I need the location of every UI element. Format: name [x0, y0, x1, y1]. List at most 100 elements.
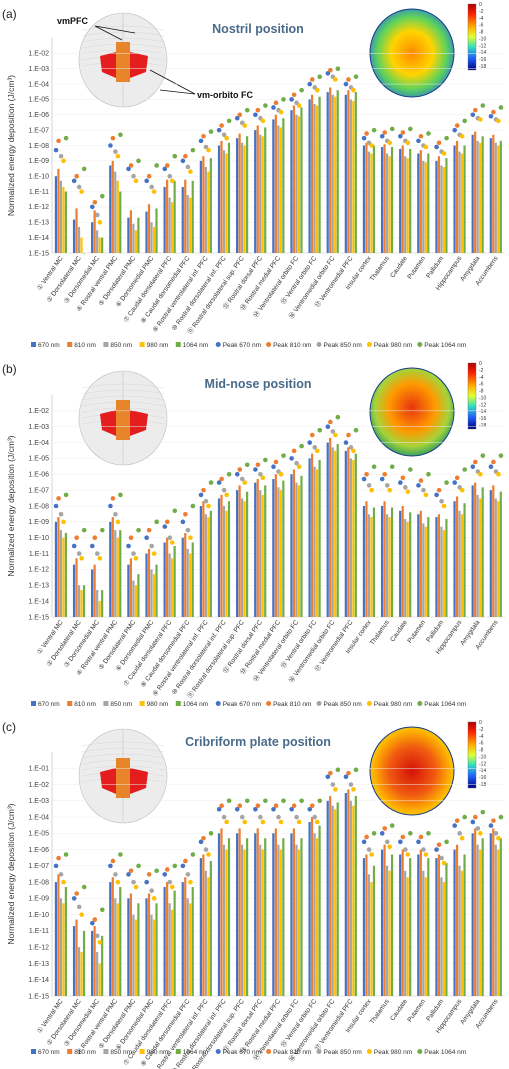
bar: [259, 490, 262, 617]
bar: [184, 877, 187, 996]
peak-marker: [185, 527, 191, 533]
peak-marker: [118, 132, 123, 138]
legend-marker: [417, 701, 423, 706]
bar: [481, 136, 484, 253]
bar: [362, 858, 366, 996]
legend-label: Peak 850 nm: [324, 1049, 362, 1056]
peak-marker: [244, 107, 250, 113]
bar: [93, 564, 96, 617]
peak-marker: [154, 519, 159, 525]
legend-label: 850 nm: [110, 1049, 132, 1056]
peak-marker: [454, 475, 460, 481]
bar: [497, 849, 500, 996]
peak-marker: [81, 166, 87, 172]
bar: [344, 450, 347, 617]
bar: [334, 450, 337, 617]
peak-marker: [369, 852, 374, 857]
bar: [202, 156, 205, 253]
y-tick-label: 1.E-14: [28, 977, 49, 984]
bar: [437, 156, 441, 253]
peak-marker: [180, 519, 186, 525]
peak-marker: [92, 535, 98, 541]
bar: [458, 510, 461, 617]
peak-marker: [219, 803, 224, 808]
peak-marker: [234, 115, 240, 121]
legend-marker: [266, 1049, 272, 1054]
bar: [274, 828, 277, 996]
legend-swatch: [139, 1049, 145, 1054]
peak-marker: [400, 130, 406, 135]
peak-marker: [203, 847, 209, 852]
peak-marker: [71, 543, 77, 549]
peak-marker: [239, 814, 245, 820]
peak-marker: [491, 818, 496, 823]
peak-marker: [416, 483, 421, 488]
panel-label: (c): [2, 720, 16, 734]
colorbar: [467, 721, 477, 789]
peak-marker: [221, 814, 227, 820]
peak-marker: [97, 219, 103, 225]
bar: [91, 222, 94, 253]
bar: [173, 546, 176, 617]
bar: [440, 165, 443, 253]
bar: [82, 585, 86, 617]
peak-marker: [167, 173, 173, 179]
bar: [64, 532, 68, 617]
peak-marker: [496, 118, 501, 124]
peak-marker: [95, 551, 100, 556]
bar: [282, 480, 285, 617]
bar: [132, 914, 135, 996]
bar: [75, 208, 78, 253]
peak-marker: [296, 819, 302, 825]
peak-marker: [389, 823, 395, 828]
bar: [186, 194, 189, 253]
bar: [372, 865, 376, 996]
colorbar-tick-label: -10: [479, 395, 486, 401]
bar: [440, 877, 443, 996]
y-tick-label: 1.E-11: [29, 928, 49, 935]
peak-marker: [258, 471, 263, 477]
peak-marker: [488, 464, 494, 470]
peak-marker: [255, 803, 261, 808]
peak-marker: [470, 464, 476, 470]
bar: [199, 160, 202, 253]
bar: [202, 854, 205, 996]
y-tick-label: 1.E-04: [28, 440, 49, 447]
y-tick-label: 1.E-06: [28, 847, 49, 854]
peak-marker: [271, 807, 276, 812]
bar: [77, 947, 81, 996]
bar: [186, 898, 189, 996]
legend-marker: [266, 701, 272, 706]
peak-marker: [478, 471, 483, 477]
y-tick-label: 1.E-06: [28, 472, 49, 479]
peak-marker: [219, 476, 224, 482]
legend-label: Peak 850 nm: [324, 342, 362, 349]
bar: [383, 501, 386, 617]
peak-marker: [126, 166, 131, 172]
bar: [202, 501, 205, 617]
peak-marker: [237, 112, 243, 118]
peak-marker: [242, 819, 248, 825]
bar: [204, 870, 207, 996]
peak-marker: [382, 471, 388, 477]
y-tick-label: 1.E-09: [28, 896, 49, 903]
legend-swatch: [139, 701, 145, 706]
peak-marker: [208, 129, 214, 134]
peak-marker: [389, 464, 395, 470]
bar: [455, 140, 459, 253]
bar: [246, 491, 249, 617]
peak-marker: [58, 153, 64, 159]
peak-marker: [201, 835, 206, 841]
y-tick-label: 1.E-04: [28, 814, 49, 821]
peak-marker: [198, 138, 204, 144]
bar: [220, 828, 223, 996]
bar: [184, 179, 187, 253]
peak-marker: [346, 432, 351, 438]
peak-marker: [452, 480, 458, 485]
bar: [445, 863, 448, 996]
peak-marker: [426, 831, 431, 836]
peak-marker: [154, 868, 159, 874]
peak-marker: [382, 130, 388, 135]
peak-marker: [452, 127, 458, 133]
peak-marker: [255, 462, 261, 468]
